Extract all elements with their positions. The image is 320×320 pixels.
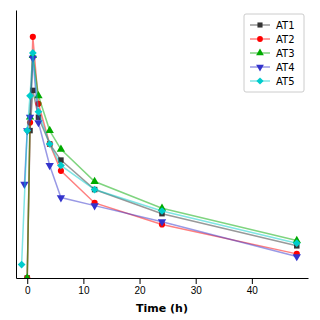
x-tick-label: 20	[134, 285, 146, 296]
x-tick-mark	[140, 278, 141, 284]
x-tick: 40	[247, 278, 259, 296]
x-tick-label: 40	[247, 285, 259, 296]
point	[90, 177, 98, 184]
x-tick: 30	[191, 278, 203, 296]
legend-symbol	[256, 65, 264, 72]
point	[46, 140, 54, 148]
point	[47, 141, 53, 147]
point	[18, 261, 26, 269]
point	[46, 163, 54, 170]
x-tick: 20	[134, 278, 146, 296]
point	[293, 239, 301, 247]
legend-item: AT4	[250, 62, 295, 73]
point	[30, 34, 36, 40]
point	[23, 273, 31, 278]
plot: 0 10 20 30 40 AT1 AT2 AT3 AT4 AT5	[17, 11, 309, 297]
legend-item: AT2	[250, 34, 295, 45]
legend-label: AT2	[276, 34, 295, 45]
point	[29, 49, 37, 57]
x-axis-title: Time (h)	[136, 302, 188, 315]
x-axis-line	[17, 278, 309, 279]
x-tick-mark	[83, 278, 84, 284]
x-axis: 0 10 20 30 40	[17, 278, 309, 296]
legend-symbol	[256, 77, 263, 84]
legend-label: AT5	[276, 76, 295, 87]
legend-item: AT1	[250, 20, 295, 31]
point	[57, 162, 65, 170]
y-axis	[16, 11, 17, 279]
legend-label: AT4	[276, 62, 295, 73]
point	[35, 108, 43, 116]
point	[90, 203, 98, 210]
legend-label: AT1	[276, 20, 295, 31]
x-tick-label: 10	[78, 285, 90, 296]
legend-symbol	[256, 49, 264, 56]
point	[26, 92, 34, 100]
point	[57, 195, 65, 202]
x-tick-label: 0	[25, 285, 31, 296]
legend-frame	[244, 14, 304, 92]
x-tick-label: 30	[191, 285, 203, 296]
legend-label: AT3	[276, 48, 295, 59]
point	[158, 207, 166, 215]
legend-symbol	[257, 22, 262, 27]
y-axis-line	[16, 11, 17, 279]
point	[158, 219, 166, 226]
series	[24, 88, 299, 278]
x-tick: 0	[25, 278, 31, 296]
x-tick-mark	[27, 278, 28, 284]
point	[57, 145, 65, 152]
legend-item: AT5	[250, 76, 295, 87]
x-tick: 10	[78, 278, 90, 296]
series-line	[27, 90, 297, 278]
point	[293, 254, 301, 261]
x-tick-mark	[196, 278, 197, 284]
series	[18, 49, 301, 268]
point	[23, 127, 31, 135]
x-tick-mark	[252, 278, 253, 284]
point	[26, 115, 34, 122]
legend-item: AT3	[250, 48, 295, 59]
point	[46, 126, 54, 133]
point	[91, 186, 99, 194]
chart: 0 10 20 30 40 AT1 AT2 AT3 AT4 AT5 Time (h)	[0, 0, 320, 320]
legend: AT1 AT2 AT3 AT4 AT5	[244, 14, 304, 92]
legend-symbol	[257, 36, 263, 42]
